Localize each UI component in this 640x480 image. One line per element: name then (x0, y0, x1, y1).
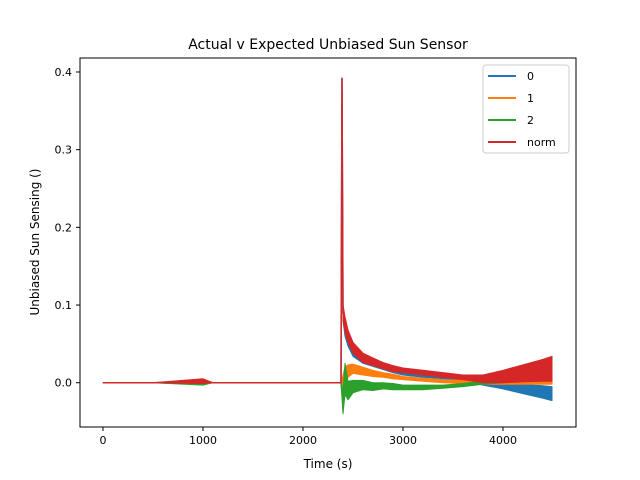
y-tick-label: 0.0 (55, 377, 73, 390)
x-tick-label: 1000 (189, 434, 217, 447)
y-tick-label: 0.1 (55, 299, 73, 312)
chart-title: Actual v Expected Unbiased Sun Sensor (188, 37, 468, 53)
legend: 0 1 2 norm (482, 64, 570, 154)
plot-frame (79, 57, 577, 428)
y-axis-label: Unbiased Sun Sensing () (28, 169, 42, 316)
legend-label-1: 1 (527, 92, 534, 105)
x-tick-label: 4000 (489, 434, 517, 447)
y-tick-label: 0.2 (55, 221, 73, 234)
x-tick-label: 3000 (389, 434, 417, 447)
legend-label-2: 2 (527, 114, 534, 127)
plot-series (102, 77, 553, 415)
x-axis-ticks: 0 1000 2000 3000 4000 (100, 427, 517, 447)
y-axis-ticks: 0.0 0.1 0.2 0.3 0.4 (55, 66, 80, 390)
legend-box (482, 64, 570, 154)
legend-label-0: 0 (527, 70, 534, 83)
x-tick-label: 2000 (289, 434, 317, 447)
y-tick-label: 0.4 (55, 66, 73, 79)
series-norm-line (103, 77, 553, 384)
x-tick-label: 0 (100, 434, 107, 447)
legend-label-norm: norm (527, 136, 556, 149)
x-axis-label: Time (s) (303, 457, 353, 471)
y-tick-label: 0.3 (55, 144, 73, 157)
